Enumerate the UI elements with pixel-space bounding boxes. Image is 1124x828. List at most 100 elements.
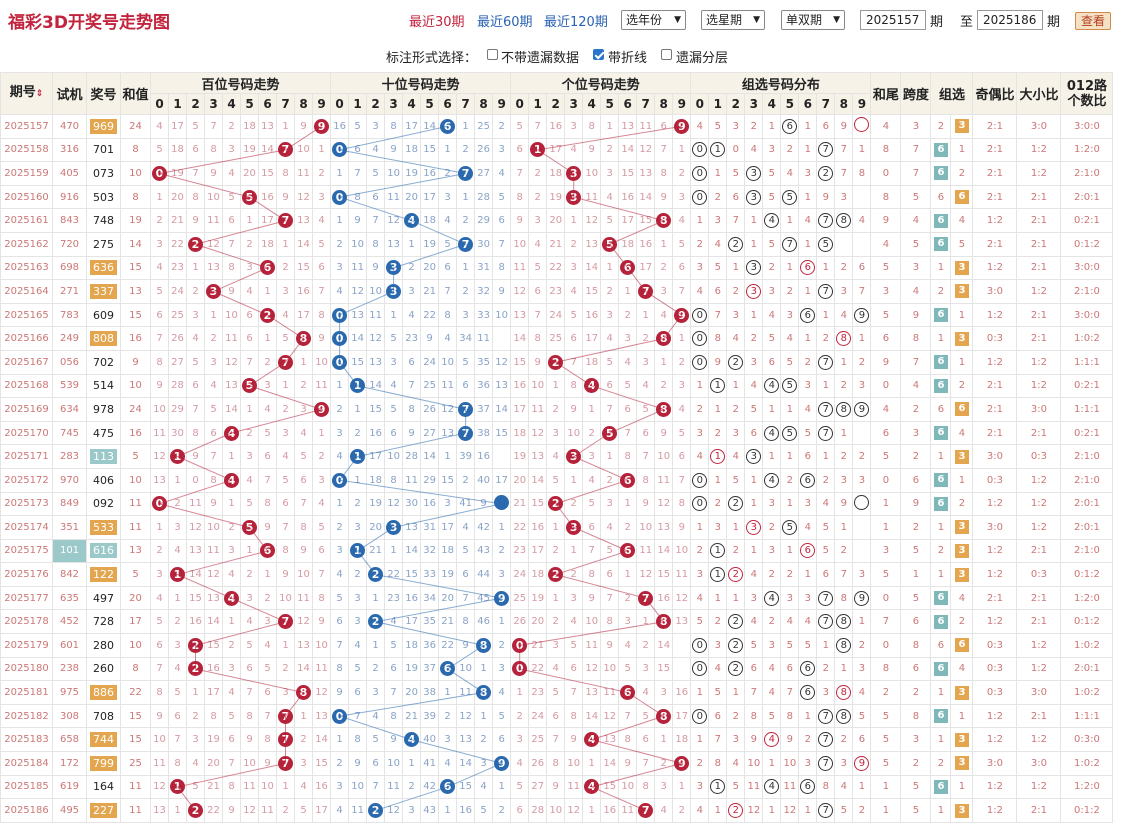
hundreds-cell: 8 [150,680,169,705]
hundreds-missing: 4 [246,616,253,628]
group-dist-cell: 5 [780,633,800,658]
hundreds-cell: 7 [204,114,223,139]
big-small-cell: 3:0 [1016,751,1062,776]
group-left-cell: 2 [930,279,952,304]
tens-cell: 8 [366,231,386,257]
span-cell: 7 [900,161,932,186]
hundreds-cell: 2 [186,633,205,658]
hundreds-cell: 8 [222,255,241,281]
col-period[interactable]: 期号⇕ [0,72,53,115]
group-dist-cell: 1 [690,727,710,753]
group-dist-cell: 1 [708,774,728,800]
hundreds-hit-ball: 0 [152,496,167,512]
odd-even-cell: 2:1 [972,585,1018,611]
digit-header: 9 [852,93,872,115]
hundreds-missing: 5 [318,238,325,250]
units-cell: 8 [636,774,656,800]
units-missing: 6 [516,144,523,156]
group-dist-cell: 3 [798,585,818,611]
tens-cell: 20 [402,184,422,210]
winning-number-cell: 092 [86,491,121,517]
hundreds-cell: 5 [240,515,259,540]
odd-even-period-select[interactable]: 单双期 ▼ [781,10,845,30]
units-cell: 6 [510,798,530,823]
table-row: 2025184 172 799 25 11 8 4 20 7 10 9 7 3 15 2 9 6 10 1 41 4 14… [0,751,1114,776]
tens-cell: 4 [330,562,350,587]
no-missing-checkbox[interactable] [487,49,498,60]
group-dist-missing: 2 [822,663,830,675]
hundreds-missing: 6 [282,498,289,510]
hundreds-cell: 1 [186,680,205,705]
sum-cell: 11 [120,515,151,540]
tens-missing: 11 [351,262,364,274]
missing-layer-checkbox[interactable] [661,49,672,60]
tens-cell: 1 [348,467,368,493]
tens-cell: 7 [330,633,350,658]
group-dist-missing: 3 [750,356,758,368]
group-dist-cell: 1 [708,562,728,587]
view-button[interactable]: 查看 [1075,12,1111,30]
test-number-cell: 635 [52,585,87,611]
year-select[interactable]: 选年份 ▼ [621,10,686,30]
group-dist-missing: 2 [822,474,830,486]
group-dist-cell: 1 [708,397,728,422]
tens-cell: 2 [402,255,422,281]
recent-60-link[interactable]: 最近60期 [477,15,533,30]
tens-missing: 8 [372,238,379,250]
from-period-input[interactable]: 2025157 [860,10,926,30]
hundreds-cell: 19 [168,161,187,186]
tail-cell: 8 [870,656,902,682]
units-cell: 7 [528,114,548,139]
tens-missing: 17 [369,451,382,463]
recent-30-link[interactable]: 最近30期 [409,15,465,30]
tens-missing: 5 [480,805,487,817]
hundreds-missing: 3 [300,757,307,769]
units-missing: 14 [657,639,671,651]
units-cell: 10 [672,538,692,564]
units-cell: 6 [636,420,656,446]
tens-cell: 7 [438,279,458,304]
weekday-select[interactable]: 选星期 ▼ [701,10,765,30]
units-missing: 2 [570,238,577,250]
hundreds-hit-ball: 3 [206,283,221,299]
units-cell: 3 [546,420,566,446]
to-period-input[interactable]: 2025186 [977,10,1043,30]
tens-cell: 1 [456,184,476,210]
tens-cell: 0 [330,326,350,351]
polyline-checkbox[interactable] [593,49,604,60]
hundreds-cell: 6 [276,491,295,517]
col-sum: 和值 [120,72,151,115]
group-left-cell: 2 [930,538,952,564]
tens-missing: 6 [354,687,361,699]
group-dist-missing: 3 [750,592,758,604]
units-cell: 11 [672,562,692,587]
hundreds-cell: 4 [186,751,205,776]
tail-cell: 5 [870,562,902,587]
hundreds-cell: 1 [222,491,241,517]
group-dist-cell: 1 [744,208,764,233]
group-dist-ball: 7 [818,213,834,229]
recent-120-link[interactable]: 最近120期 [544,15,608,30]
group-dist-missing: 5 [732,474,740,486]
hundreds-missing: 14 [297,238,310,250]
hundreds-missing: 2 [318,167,325,179]
hundreds-cell: 14 [222,397,241,422]
group-dist-cell: 5 [852,703,872,729]
hundreds-hit-ball: 9 [314,118,330,134]
units-missing: 26 [531,757,545,769]
tens-cell: 4 [456,515,476,540]
test-number-cell: 916 [52,184,87,210]
hundreds-cell: 2 [150,538,169,564]
group-dist-cell: 2 [816,326,836,351]
group-dist-cell: 4 [780,609,800,635]
test-number-cell: 172 [52,751,87,776]
tens-hit-ball: 9 [494,755,510,771]
hundreds-cell: 26 [168,326,187,351]
tens-missing: 29 [477,215,490,227]
units-missing: 7 [660,144,667,156]
units-cell: 22 [510,515,530,540]
units-cell: 4 [528,231,548,257]
hundreds-missing: 9 [228,805,235,817]
units-cell: 1 [546,373,566,399]
group-dist-cell: 8 [834,703,854,729]
